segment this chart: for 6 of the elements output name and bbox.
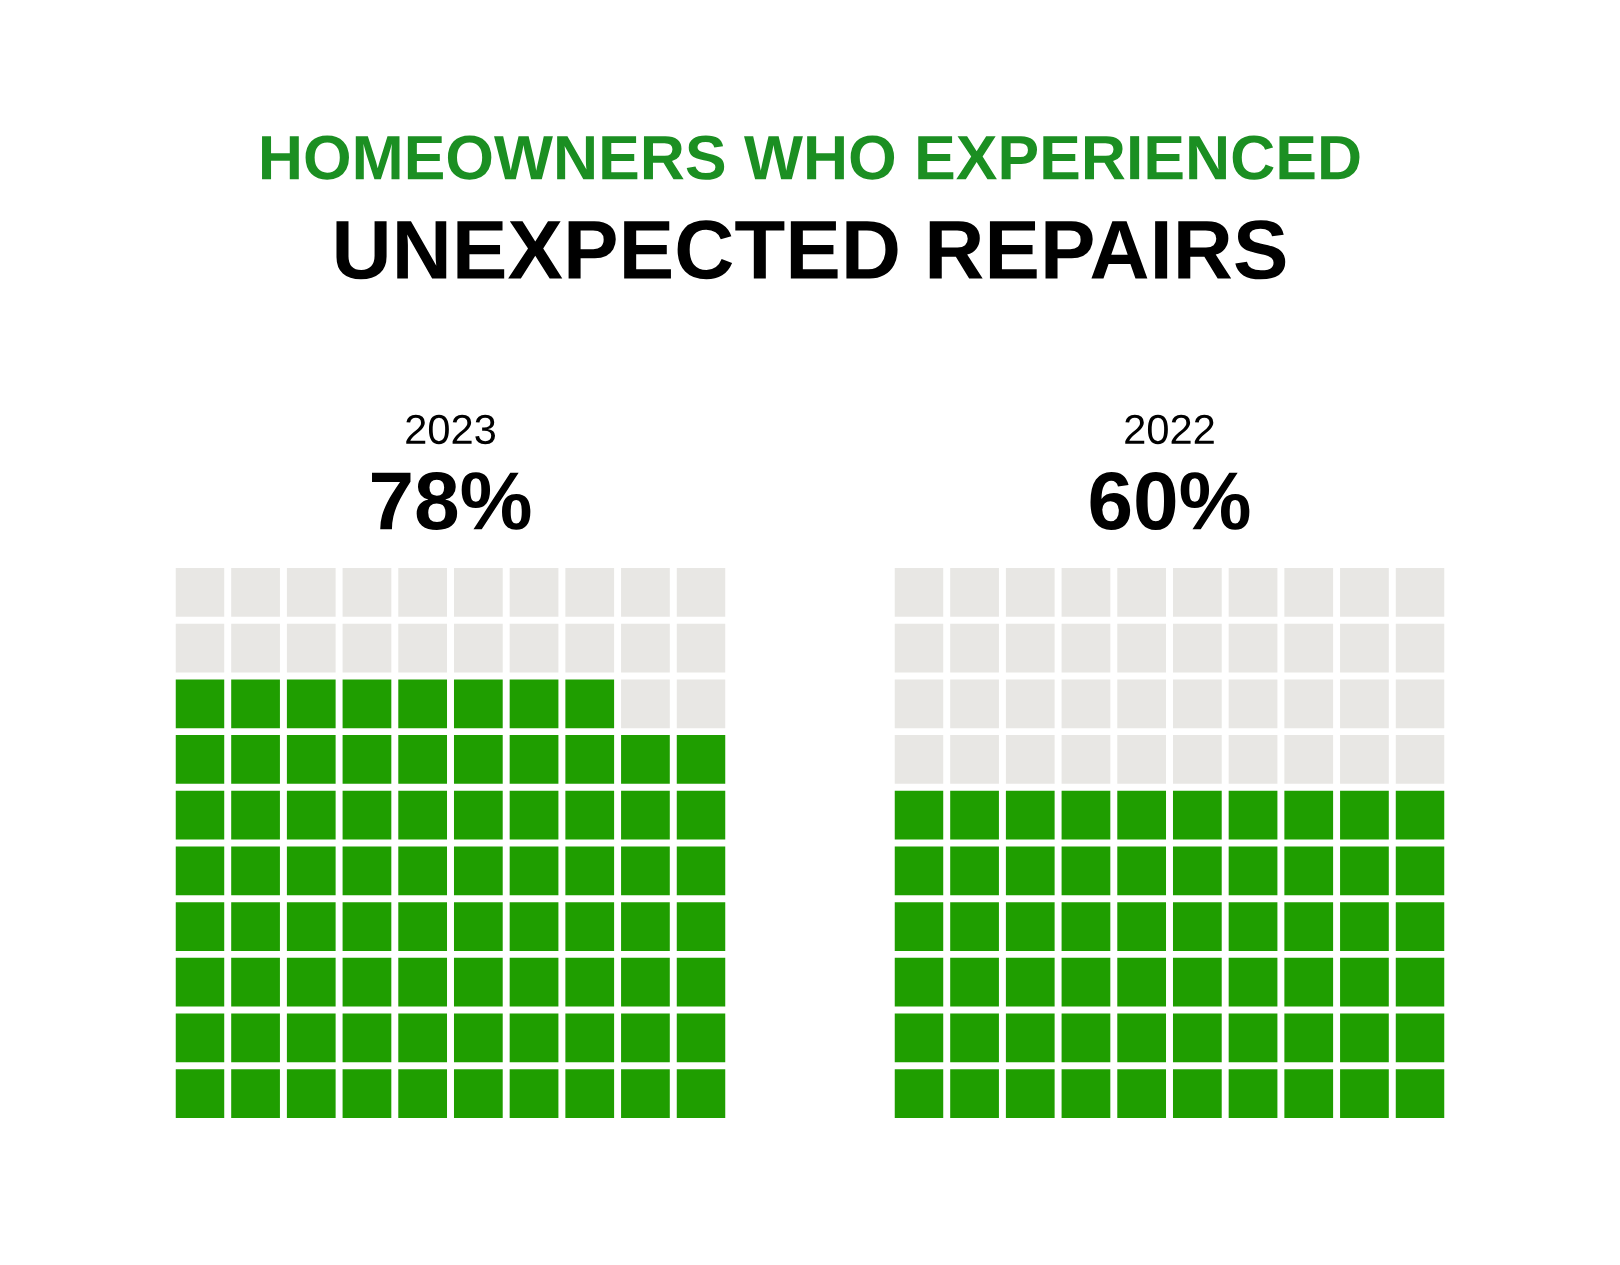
category-label: 2023 [406, 414, 496, 445]
data-label: 78% [372, 471, 531, 530]
data-label: 60% [1090, 471, 1250, 530]
text: UNEXPECTED REPAIRS [336, 220, 1286, 280]
category-label: 2022 [1125, 414, 1214, 445]
text: HOMEOWNERS WHO EXPERIENCED [262, 135, 1360, 180]
